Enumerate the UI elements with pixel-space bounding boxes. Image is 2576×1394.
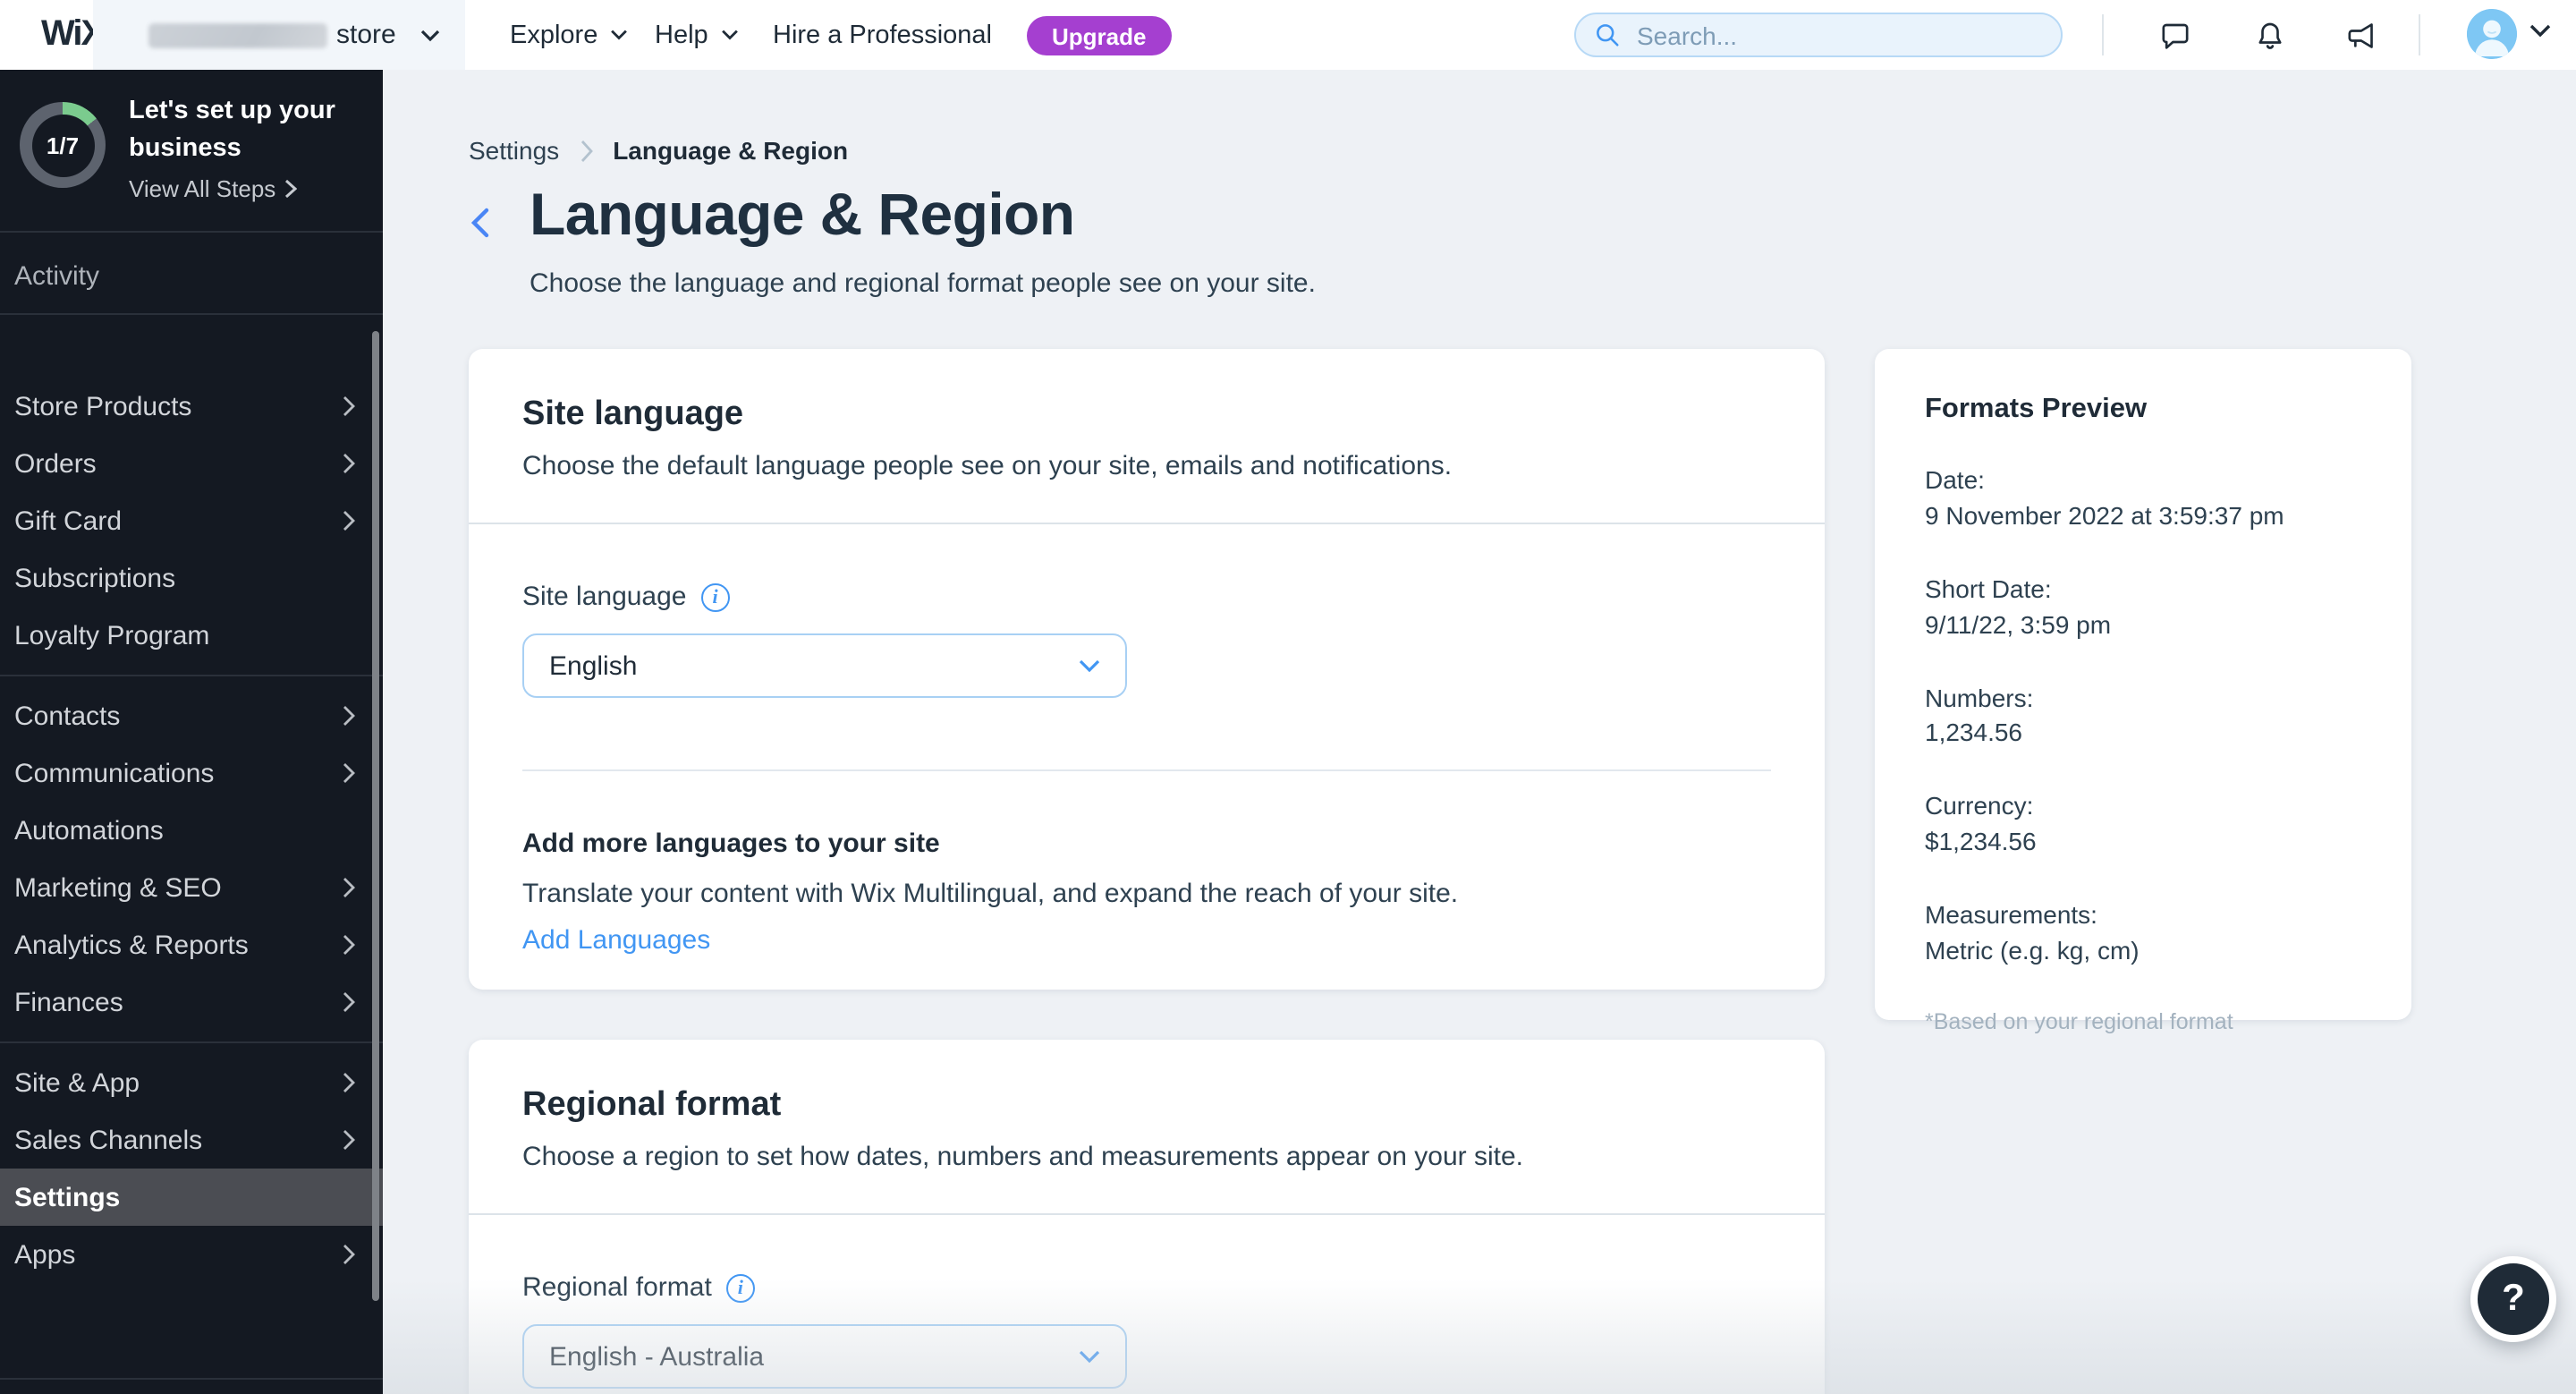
topbar-divider — [2102, 14, 2104, 55]
format-date: Date: 9 November 2022 at 3:59:37 pm — [1925, 465, 2284, 530]
chevron-down-icon — [721, 30, 738, 40]
site-selector[interactable]: store — [93, 0, 465, 70]
card-divider — [522, 769, 1771, 771]
add-languages-title: Add more languages to your site — [522, 829, 940, 859]
info-icon[interactable]: i — [725, 1273, 755, 1302]
format-numbers: Numbers: 1,234.56 — [1925, 683, 2034, 747]
quick-access-button[interactable]: Quick Access — [0, 1378, 383, 1394]
sidebar-item-finances[interactable]: Finances — [0, 973, 383, 1031]
sidebar-divider — [0, 1041, 383, 1043]
breadcrumb-settings[interactable]: Settings — [469, 136, 560, 165]
chevron-right-icon — [343, 1073, 355, 1092]
site-language-field-label: Site language — [522, 582, 687, 612]
format-currency: Currency: $1,234.56 — [1925, 791, 2037, 856]
regional-format-field-label: Regional format — [522, 1272, 712, 1303]
nav-help[interactable]: Help — [655, 0, 739, 70]
chevron-down-icon — [1079, 1350, 1100, 1364]
breadcrumb-current: Language & Region — [613, 136, 849, 165]
top-bar: WiX store Explore Help Hire a Profession… — [0, 0, 2576, 70]
setup-title: Let's set up your business — [129, 97, 335, 164]
account-menu-chevron-icon[interactable] — [2529, 16, 2551, 48]
chevron-right-icon — [343, 454, 355, 473]
sidebar-item-contacts[interactable]: Contacts — [0, 687, 383, 744]
store-name-redacted — [148, 22, 327, 47]
sidebar-item-orders[interactable]: Orders — [0, 435, 383, 492]
chevron-right-icon — [343, 935, 355, 955]
notifications-bell-icon[interactable] — [2250, 16, 2290, 55]
view-all-steps-link[interactable]: View All Steps — [129, 175, 361, 202]
sidebar-item-communications[interactable]: Communications — [0, 744, 383, 802]
sidebar-item-store-products[interactable]: Store Products — [0, 378, 383, 435]
card-divider — [469, 1213, 1825, 1215]
search-box[interactable] — [1574, 13, 2063, 57]
chat-icon[interactable] — [2156, 16, 2195, 55]
site-language-card-title: Site language — [522, 395, 744, 433]
card-divider — [469, 523, 1825, 524]
setup-progress-panel[interactable]: 1/7 Let's set up your business View All … — [0, 70, 383, 231]
announcements-megaphone-icon[interactable] — [2340, 16, 2379, 55]
help-button[interactable]: ? — [2470, 1256, 2556, 1342]
info-icon[interactable]: i — [700, 582, 730, 611]
page-title: Language & Region — [530, 181, 1075, 247]
search-icon — [1597, 24, 1619, 47]
regional-format-dropdown[interactable]: English - Australia — [522, 1324, 1127, 1389]
topbar-divider — [2419, 14, 2420, 55]
sidebar-item-site-app[interactable]: Site & App — [0, 1054, 383, 1111]
chevron-right-icon — [343, 992, 355, 1012]
page-subtitle: Choose the language and regional format … — [530, 268, 1316, 299]
chevron-right-icon — [343, 396, 355, 416]
sidebar-item-subscriptions[interactable]: Subscriptions — [14, 563, 176, 593]
sidebar-divider — [0, 231, 383, 233]
upgrade-button[interactable]: Upgrade — [1027, 16, 1172, 55]
site-language-card: Site language Choose the default languag… — [469, 349, 1825, 990]
regional-format-card-title: Regional format — [522, 1086, 782, 1124]
chevron-right-icon — [343, 878, 355, 897]
site-language-card-description: Choose the default language people see o… — [522, 451, 1453, 481]
back-button[interactable] — [462, 204, 497, 240]
nav-hire-a-professional[interactable]: Hire a Professional — [773, 21, 992, 49]
chevron-left-icon — [470, 207, 488, 237]
format-measurements: Measurements: Metric (e.g. kg, cm) — [1925, 900, 2140, 965]
chevron-right-icon — [343, 1245, 355, 1264]
sidebar-item-automations[interactable]: Automations — [14, 815, 164, 846]
site-language-dropdown[interactable]: English — [522, 633, 1127, 698]
sidebar-item-apps[interactable]: Apps — [0, 1226, 383, 1283]
sidebar-scrollbar[interactable] — [372, 331, 379, 1301]
chevron-down-icon — [1079, 659, 1100, 673]
add-languages-link[interactable]: Add Languages — [522, 925, 711, 956]
format-short-date: Short Date: 9/11/22, 3:59 pm — [1925, 574, 2112, 639]
sidebar-divider — [0, 675, 383, 676]
formats-preview-footnote: *Based on your regional format — [1925, 1008, 2233, 1034]
sidebar-item-analytics-reports[interactable]: Analytics & Reports — [0, 916, 383, 973]
add-languages-description: Translate your content with Wix Multilin… — [522, 879, 1459, 909]
account-avatar[interactable] — [2467, 9, 2517, 59]
regional-format-card-description: Choose a region to set how dates, number… — [522, 1142, 1523, 1172]
chevron-right-icon — [343, 511, 355, 531]
sidebar-item-loyalty-program[interactable]: Loyalty Program — [14, 620, 210, 650]
sidebar-item-settings[interactable]: Settings — [0, 1169, 383, 1226]
breadcrumb: Settings Language & Region — [469, 136, 848, 165]
regional-format-card: Regional format Choose a region to set h… — [469, 1040, 1825, 1394]
search-input[interactable] — [1633, 19, 2034, 51]
nav-explore[interactable]: Explore — [510, 0, 628, 70]
chevron-down-icon — [611, 30, 628, 40]
breadcrumb-chevron-icon — [580, 140, 593, 161]
store-name-suffix: store — [336, 20, 396, 50]
setup-progress-ring: 1/7 — [20, 102, 106, 188]
chevron-right-icon — [343, 1130, 355, 1150]
formats-preview-card: Formats Preview Date: 9 November 2022 at… — [1875, 349, 2411, 1034]
chevron-right-icon — [285, 179, 298, 199]
sidebar-item-gift-card[interactable]: Gift Card — [0, 492, 383, 549]
chevron-right-icon — [343, 763, 355, 783]
chevron-down-icon — [421, 29, 440, 41]
sidebar-divider — [0, 313, 383, 315]
sidebar-item-marketing-seo[interactable]: Marketing & SEO — [0, 859, 383, 916]
formats-preview-title: Formats Preview — [1925, 394, 2148, 424]
sidebar-item-activity[interactable]: Activity — [14, 260, 100, 291]
sidebar-item-sales-channels[interactable]: Sales Channels — [0, 1111, 383, 1169]
sidebar-menu: Store Products Orders Gift Card Subscrip… — [0, 378, 383, 1283]
chevron-right-icon — [343, 706, 355, 726]
sidebar: 1/7 Let's set up your business View All … — [0, 70, 383, 1394]
